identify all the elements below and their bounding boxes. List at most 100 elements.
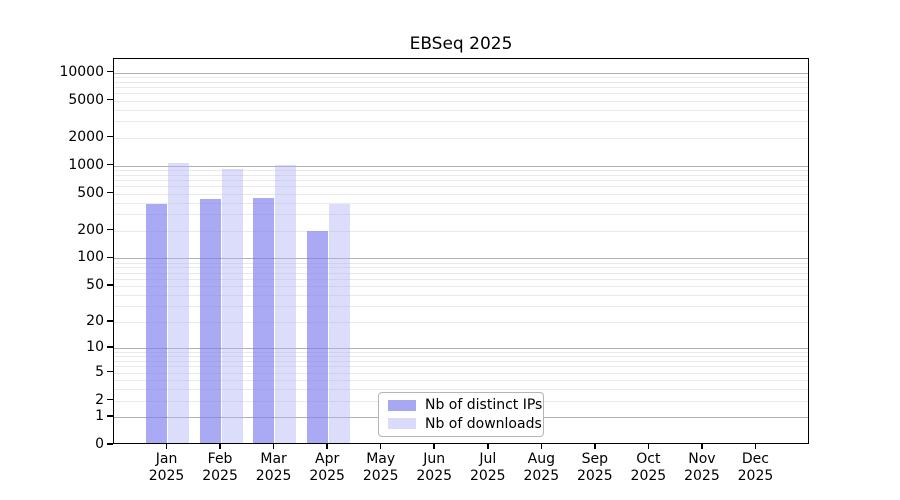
x-tick-year: 2025 — [202, 468, 238, 484]
y-tick-mark-2 — [107, 398, 113, 401]
x-tick-label-nov: Nov 2025 — [670, 451, 734, 485]
x-tick-month: Nov — [688, 451, 716, 467]
gridline-minor-200 — [114, 230, 808, 232]
gridline-minor-9 — [114, 351, 808, 353]
bar-nb-of-distinct-ips-mar — [253, 197, 275, 443]
x-tick-mark-aug — [540, 444, 543, 449]
legend-item-nb-of-downloads: Nb of downloads — [388, 416, 542, 432]
y-tick-label-2000: 2000 — [68, 128, 104, 145]
gridline-minor-4000 — [114, 109, 808, 111]
x-tick-label-feb: Feb 2025 — [188, 451, 252, 485]
x-tick-mark-sep — [594, 444, 596, 449]
x-tick-year: 2025 — [630, 468, 667, 484]
y-tick-label-1: 1 — [95, 407, 104, 424]
x-tick-label-dec: Dec 2025 — [723, 451, 787, 485]
gridline-minor-5000 — [114, 100, 808, 102]
y-tick-mark-20 — [107, 320, 113, 322]
gridline-minor-60 — [114, 278, 808, 280]
gridline-major-10 — [114, 348, 808, 350]
x-tick-year: 2025 — [255, 468, 292, 484]
x-tick-year: 2025 — [416, 468, 453, 484]
x-tick-month: Feb — [207, 451, 233, 467]
y-tick-mark-5 — [107, 370, 113, 373]
x-tick-mark-jan — [165, 444, 168, 449]
y-tick-mark-1000 — [107, 163, 113, 166]
gridline-major-10000 — [114, 72, 808, 74]
y-tick-label-5000: 5000 — [68, 91, 104, 108]
y-tick-mark-10 — [107, 346, 113, 348]
gridline-minor-7 — [114, 360, 808, 362]
y-tick-mark-50 — [107, 284, 113, 286]
gridline-minor-900 — [114, 169, 808, 171]
bar-nb-of-distinct-ips-jan — [146, 203, 168, 443]
y-tick-label-100: 100 — [77, 249, 104, 266]
x-tick-label-jul: Jul 2025 — [456, 451, 520, 485]
x-tick-year: 2025 — [148, 468, 185, 484]
y-tick-mark-200 — [107, 228, 113, 231]
x-tick-mark-mar — [272, 444, 275, 449]
bar-nb-of-distinct-ips-apr — [306, 230, 328, 443]
gridline-minor-50 — [114, 286, 808, 288]
gridline-minor-8 — [114, 356, 808, 358]
bar-nb-of-downloads-apr — [328, 203, 350, 443]
x-tick-year: 2025 — [523, 468, 560, 484]
gridline-minor-500 — [114, 193, 808, 195]
y-tick-mark-2000 — [107, 135, 113, 138]
gridline-minor-80 — [114, 267, 808, 269]
y-tick-label-20: 20 — [86, 312, 104, 329]
gridline-minor-9000 — [114, 76, 808, 78]
bar-nb-of-downloads-feb — [221, 168, 243, 443]
gridline-minor-8000 — [114, 81, 808, 83]
gridline-minor-4 — [114, 379, 808, 381]
gridline-minor-400 — [114, 202, 808, 204]
x-tick-month: Jan — [155, 451, 178, 467]
x-tick-month: Sep — [581, 451, 609, 467]
gridline-minor-90 — [114, 262, 808, 264]
gridline-minor-30 — [114, 306, 808, 308]
y-tick-label-0: 0 — [95, 436, 104, 452]
x-tick-year: 2025 — [469, 468, 506, 484]
gridline-minor-40 — [114, 294, 808, 296]
bars-layer — [114, 59, 808, 443]
x-tick-label-jan: Jan 2025 — [135, 451, 199, 485]
legend: Nb of distinct IPs Nb of downloads — [378, 392, 544, 437]
plot-area — [113, 58, 809, 444]
x-tick-month: Jun — [423, 451, 446, 467]
gridline-minor-700 — [114, 180, 808, 182]
x-tick-label-mar: Mar 2025 — [242, 451, 306, 485]
gridline-minor-5 — [114, 372, 808, 374]
gridline-minor-800 — [114, 174, 808, 176]
y-tick-mark-10000 — [107, 70, 113, 73]
gridline-minor-3 — [114, 388, 808, 390]
legend-item-nb-of-distinct-ips: Nb of distinct IPs — [388, 397, 542, 413]
y-tick-mark-100 — [107, 256, 113, 259]
x-tick-month: Oct — [636, 451, 661, 467]
chart-title: EBSeq 2025 — [409, 34, 513, 54]
gridline-minor-3000 — [114, 121, 808, 123]
y-tick-mark-1 — [107, 415, 113, 417]
x-tick-month: May — [366, 451, 396, 467]
y-tick-label-1000: 1000 — [68, 156, 104, 173]
gridline-minor-6 — [114, 366, 808, 368]
gridline-minor-20 — [114, 321, 808, 323]
x-tick-month: Mar — [260, 451, 287, 467]
x-tick-month: Dec — [741, 451, 769, 467]
x-tick-label-may: May 2025 — [349, 451, 413, 485]
x-tick-mark-nov — [701, 444, 703, 449]
bar-nb-of-distinct-ips-feb — [199, 198, 221, 443]
bar-nb-of-downloads-jan — [168, 163, 190, 443]
x-tick-mark-dec — [754, 444, 757, 449]
y-tick-label-2: 2 — [95, 391, 104, 408]
gridlines-layer — [114, 59, 808, 443]
legend-label: Nb of distinct IPs — [425, 397, 543, 414]
x-tick-month: Apr — [315, 451, 340, 467]
y-tick-mark-0 — [107, 443, 113, 445]
y-tick-label-5: 5 — [95, 363, 104, 380]
gridline-minor-6000 — [114, 93, 808, 95]
gridline-minor-600 — [114, 186, 808, 188]
y-tick-label-10000: 10000 — [59, 63, 104, 80]
legend-swatch — [388, 399, 416, 411]
x-tick-mark-feb — [219, 444, 221, 449]
y-tick-label-500: 500 — [77, 184, 104, 201]
